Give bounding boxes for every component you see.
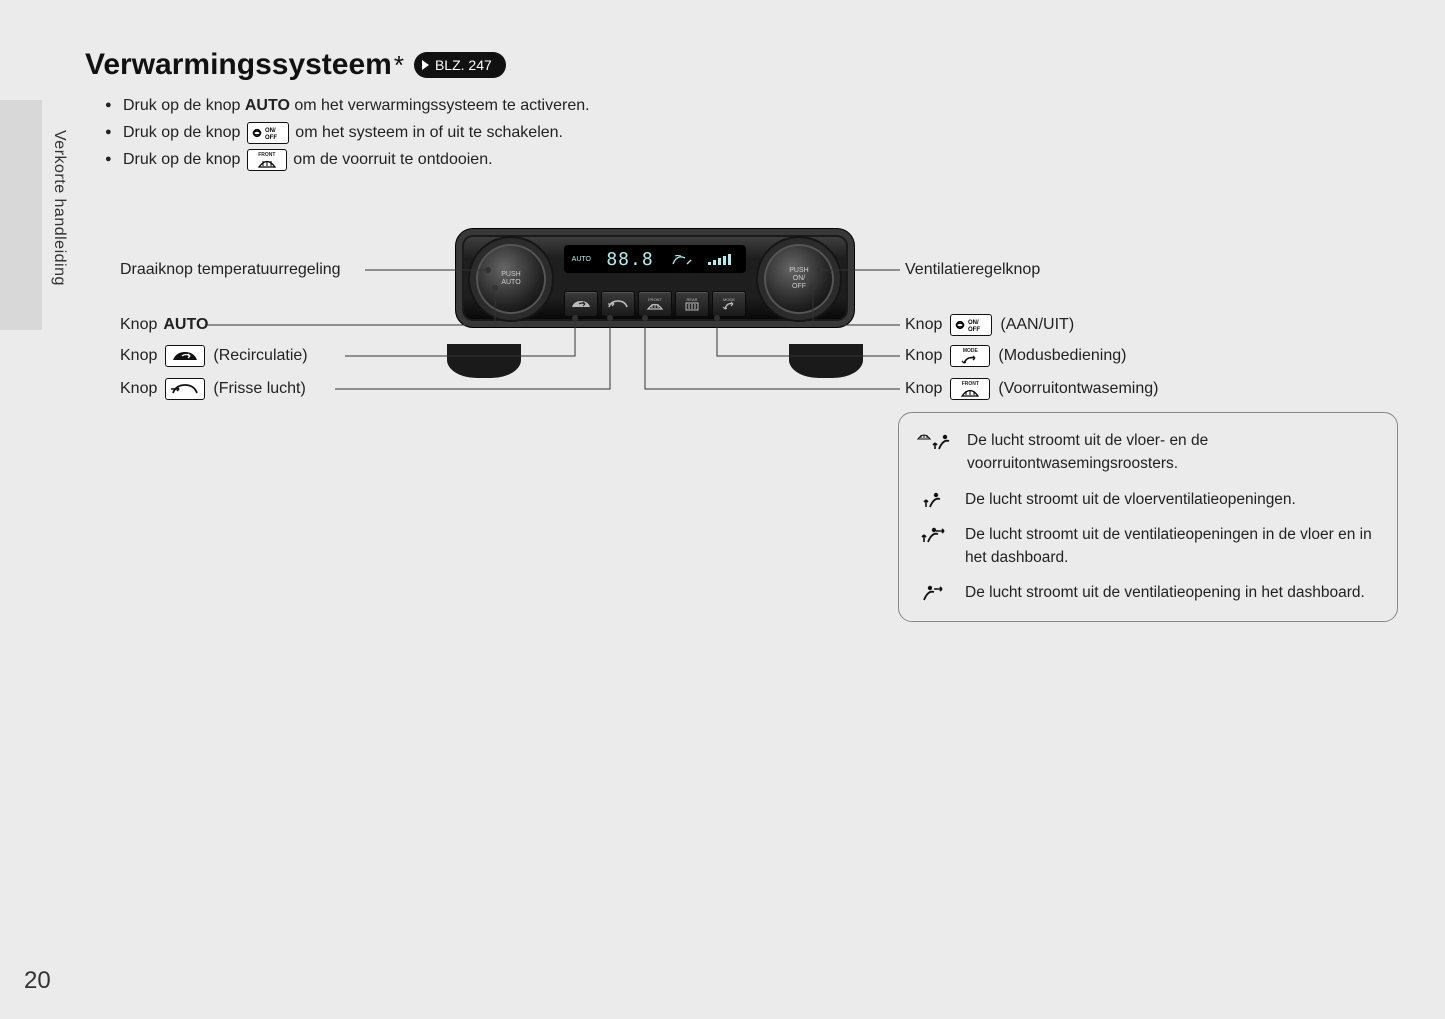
front-defrost-icon: FRONT xyxy=(247,149,287,171)
fan-bars-icon xyxy=(708,252,738,266)
dash-icon xyxy=(915,581,951,604)
fresh-air-icon xyxy=(165,378,205,400)
page-ref-text: BLZ. 247 xyxy=(435,57,492,73)
on-off-icon: ON/OFF xyxy=(950,314,992,336)
rear-defrost-button: REAR xyxy=(675,291,709,317)
recirculate-icon xyxy=(165,345,205,367)
page-title: Verwarmingssysteem* xyxy=(85,48,404,82)
legend-text: De lucht stroomt uit de ventilatieopenin… xyxy=(965,523,1381,570)
instruction-list: Druk op de knop AUTO om het verwarmingss… xyxy=(105,92,1405,174)
svg-text:ON/: ON/ xyxy=(265,128,276,134)
airflow-legend: De lucht stroomt uit de vloer- en de voo… xyxy=(898,412,1398,622)
instruction-item: Druk op de knop FRONT om de voorruit te … xyxy=(105,146,1405,173)
front-defrost-icon: FRONT xyxy=(950,378,990,400)
legend-row: De lucht stroomt uit de vloerventilatieo… xyxy=(915,488,1381,511)
callout-mode: Knop MODE (Modusbediening) xyxy=(905,344,1126,368)
callout-fan-dial: Ventilatieregelknop xyxy=(905,258,1040,282)
airflow-display-icon xyxy=(669,252,693,266)
svg-text:OFF: OFF xyxy=(265,135,277,141)
callout-on-off: Knop ON/OFF (AAN/UIT) xyxy=(905,313,1074,337)
front-defrost-button: FRONT xyxy=(638,291,672,317)
floor-defrost-icon xyxy=(915,429,953,476)
svg-text:MODE: MODE xyxy=(723,297,735,302)
callout-auto: Knop AUTO xyxy=(120,313,208,337)
svg-text:OFF: OFF xyxy=(968,327,980,333)
floor-icon xyxy=(915,488,951,511)
callout-fresh-air: Knop (Frisse lucht) xyxy=(120,377,306,401)
title-text: Verwarmingssysteem xyxy=(85,48,392,81)
side-section-label: Verkorte handleiding xyxy=(50,130,68,286)
legend-row: De lucht stroomt uit de ventilatieopenin… xyxy=(915,523,1381,570)
fresh-air-button xyxy=(601,291,635,317)
title-asterisk: * xyxy=(394,50,404,80)
floor-dash-icon xyxy=(915,523,951,570)
panel-display: AUTO 88.8 xyxy=(564,245,746,273)
instruction-item: Druk op de knop AUTO om het verwarmingss… xyxy=(105,92,1405,119)
svg-text:ON/: ON/ xyxy=(968,320,979,326)
callout-temp-dial: Draaiknop temperatuurregeling xyxy=(120,258,341,282)
legend-text: De lucht stroomt uit de ventilatieopenin… xyxy=(965,581,1381,604)
instruction-item: Druk op de knop ON/OFF om het systeem in… xyxy=(105,119,1405,146)
legend-text: De lucht stroomt uit de vloerventilatieo… xyxy=(965,488,1381,511)
fan-dial: PUSH ON/ OFF xyxy=(764,244,834,314)
mode-button: MODE xyxy=(712,291,746,317)
legend-text: De lucht stroomt uit de vloer- en de voo… xyxy=(967,429,1381,476)
hvac-panel: PUSH AUTO PUSH ON/ OFF AUTO 88.8 FRONT R… xyxy=(455,228,855,358)
title-row: Verwarmingssysteem* BLZ. 247 xyxy=(85,48,1405,82)
mode-icon: MODE xyxy=(950,345,990,367)
temperature-dial: PUSH AUTO xyxy=(476,244,546,314)
panel-button-row: FRONT REAR MODE xyxy=(564,291,746,317)
svg-text:FRONT: FRONT xyxy=(648,297,662,302)
page-number: 20 xyxy=(24,967,51,995)
side-tab xyxy=(0,100,42,330)
recirculate-button xyxy=(564,291,598,317)
on-off-icon: ON/OFF xyxy=(247,122,289,144)
page-ref-badge: BLZ. 247 xyxy=(414,52,506,78)
legend-row: De lucht stroomt uit de ventilatieopenin… xyxy=(915,581,1381,604)
legend-row: De lucht stroomt uit de vloer- en de voo… xyxy=(915,429,1381,476)
callout-front-defrost: Knop FRONT (Voorruitontwaseming) xyxy=(905,377,1158,401)
callout-recirculate: Knop (Recirculatie) xyxy=(120,344,308,368)
svg-text:REAR: REAR xyxy=(686,297,697,302)
